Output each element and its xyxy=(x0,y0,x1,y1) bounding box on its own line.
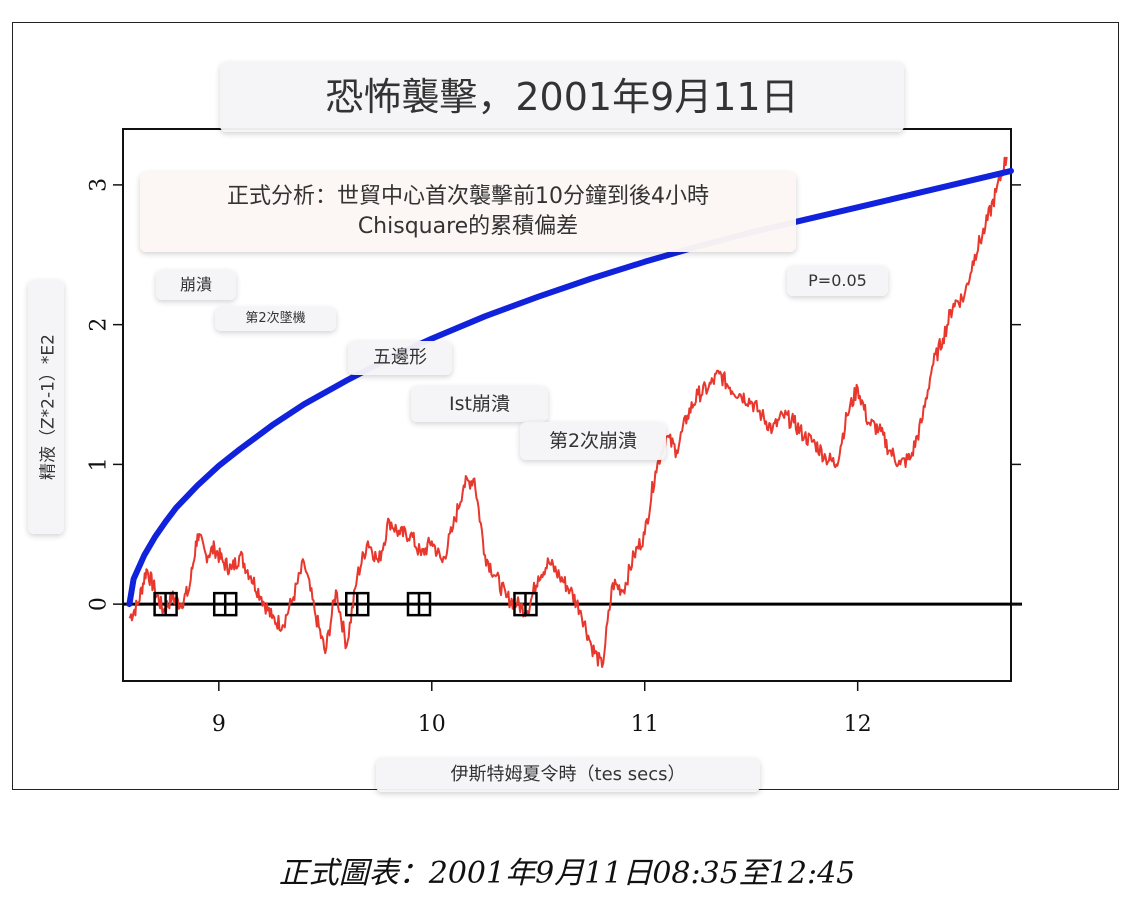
annotation-collapse: 崩潰 xyxy=(156,270,236,300)
x-tick-label: 10 xyxy=(418,712,446,737)
figure-caption: 正式圖表：2001年9月11日08:35至12:45 xyxy=(278,856,856,891)
y-tick-label: 0 xyxy=(87,597,112,611)
annotation-pentagon: 五邊形 xyxy=(348,341,452,375)
x-tick-label: 12 xyxy=(844,712,872,737)
subtitle-line-2: Chisquare的累積偏差 xyxy=(357,214,579,239)
y-axis-label-box: 精液（Z*2-1）*E2 xyxy=(28,280,64,534)
y-tick-label: 1 xyxy=(87,457,112,471)
annotation-second-crash: 第2次墜機 xyxy=(215,307,336,331)
subtitle-line-1: 正式分析：世貿中心首次襲擊前10分鐘到後4小時 xyxy=(227,184,709,209)
annotation-second-collapse: 第2次崩潰 xyxy=(520,422,666,460)
chart-subtitle: 正式分析：世貿中心首次襲擊前10分鐘到後4小時 Chisquare的累積偏差 xyxy=(140,172,796,252)
annotation-first-collapse: Ist崩潰 xyxy=(411,386,548,422)
y-axis-label: 精液（Z*2-1）*E2 xyxy=(38,334,59,480)
annotation-p-value: P=0.05 xyxy=(787,266,888,296)
chart-title: 恐怖襲擊，2001年9月11日 xyxy=(220,62,904,132)
x-axis-label: 伊斯特姆夏令時（tes secs） xyxy=(376,758,760,792)
figure-frame xyxy=(12,22,1119,790)
y-tick-label: 2 xyxy=(87,318,112,332)
x-tick-label: 11 xyxy=(631,712,659,737)
x-tick-label: 9 xyxy=(212,712,226,737)
y-tick-label: 3 xyxy=(87,178,112,192)
cumulative-deviation-line xyxy=(128,156,1008,668)
